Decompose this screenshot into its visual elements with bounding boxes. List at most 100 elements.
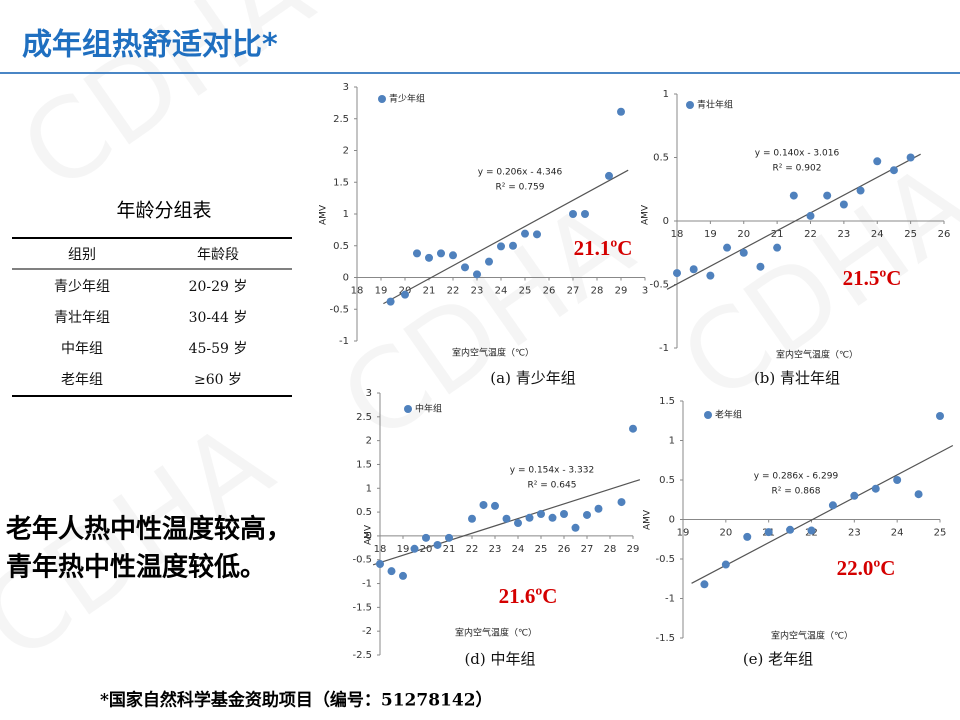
x-tick-label: 19 (704, 229, 717, 240)
trend-equation: y = 0.286x - 6.299 (754, 472, 839, 482)
y-tick-label: -2.5 (352, 650, 372, 661)
trendline (691, 444, 954, 584)
data-point (673, 269, 681, 278)
r-squared: R² = 0.902 (773, 164, 822, 174)
chart-caption: (e) 老年组 (743, 650, 813, 668)
chart-caption: (b) 青壮年组 (754, 369, 840, 387)
data-point (789, 191, 798, 200)
y-tick-label: 2.5 (333, 114, 349, 125)
y-tick-label: 1 (366, 483, 372, 494)
data-point (936, 412, 944, 421)
x-tick-label: 21 (771, 229, 784, 240)
data-point (410, 544, 419, 553)
x-tick-label: 23 (848, 528, 861, 539)
table-cell: ≥60 岁 (194, 372, 242, 388)
data-point (617, 107, 625, 116)
data-point (721, 560, 730, 569)
x-tick-label: 25 (535, 544, 548, 555)
x-tick-label: 27 (567, 286, 580, 297)
table-cell: 青少年组 (54, 279, 110, 295)
x-axis-title: 室内空气温度（℃） (455, 627, 537, 639)
y-tick-label: 1.5 (659, 396, 675, 407)
chart: -1 -0.5 0 0.5 1 18 19 20 21 22 23 24 25 26 青壮年组 y = 0.1… (641, 89, 951, 387)
data-point (387, 567, 396, 576)
chart: -1-0.500.511.522.53181920212223242526272… (319, 82, 649, 387)
y-axis-title: AMV (643, 509, 653, 530)
table-header: 年龄段 (197, 247, 239, 263)
y-tick-label: -0.5 (649, 280, 669, 291)
y-tick-label: 1.5 (356, 459, 372, 470)
chart: -2.5 -2 -1.5 -1 -0.5 0 0.5 1 1.5 2 2.5 3 18 19 20 21 22 2… (352, 388, 641, 668)
y-tick-label: -1.5 (352, 602, 372, 613)
x-tick-label: 24 (891, 528, 904, 539)
x-axis-title: 室内空气温度（℃） (771, 630, 853, 642)
data-point (756, 262, 765, 271)
data-point (723, 243, 732, 252)
table-cell: 中年组 (61, 341, 103, 357)
chart: -1.5-1-0.500.511.519202122232425老年组y = 0… (643, 396, 954, 668)
data-point (449, 251, 457, 260)
r-squared: R² = 0.868 (772, 487, 821, 497)
x-axis-title: 室内空气温度（℃） (452, 347, 534, 359)
x-tick-label: 18 (351, 286, 364, 297)
watermark: CDHA (319, 178, 654, 466)
x-tick-label: 20 (719, 528, 732, 539)
table-cell: 青壮年组 (54, 310, 110, 326)
data-point (806, 211, 815, 220)
x-tick-label: 19 (375, 286, 388, 297)
x-tick-label: 19 (397, 544, 410, 555)
data-point (548, 513, 557, 522)
legend-label: 青少年组 (389, 93, 425, 105)
x-tick-label: 25 (519, 286, 532, 297)
watermark-group: CDHA CDHA CDHA CDHA (0, 0, 960, 686)
x-tick-label: 20 (420, 544, 433, 555)
x-tick-label: 29 (627, 544, 640, 555)
y-tick-label: -1 (339, 336, 349, 347)
data-point (873, 157, 882, 166)
y-tick-label: 0 (663, 216, 669, 227)
x-tick-label: 29 (615, 286, 628, 297)
r-squared: R² = 0.645 (528, 481, 577, 491)
data-point (376, 560, 384, 569)
data-point (571, 523, 580, 532)
data-point (479, 500, 488, 509)
data-point (581, 210, 589, 218)
data-point (856, 186, 865, 195)
data-point (700, 580, 709, 589)
data-point (871, 484, 880, 493)
data-point (525, 513, 534, 522)
conclusion-line: 老年人热中性温度较高， (6, 514, 292, 545)
table-cell: 45-59 岁 (189, 341, 248, 357)
y-tick-label: 0 (669, 515, 675, 526)
data-point (521, 229, 529, 238)
data-point (537, 509, 545, 518)
x-tick-label: 3 (642, 286, 648, 297)
data-point (773, 243, 782, 252)
table-cell: 30-44 岁 (189, 310, 248, 326)
y-tick-label: 3 (366, 388, 372, 399)
y-tick-label: -2 (362, 626, 372, 637)
slide-title: 成年组热舒适对比* (22, 28, 278, 63)
y-tick-label: -1 (665, 594, 675, 605)
x-tick-label: 18 (671, 229, 684, 240)
table-cell: 20-29 岁 (189, 279, 248, 295)
legend-marker (378, 95, 386, 103)
y-tick-label: 1 (669, 436, 675, 447)
y-axis-title: AMV (319, 204, 329, 225)
data-point (743, 532, 752, 541)
x-tick-label: 28 (591, 286, 604, 297)
data-point (889, 166, 898, 175)
y-tick-label: -0.5 (655, 554, 675, 565)
y-axis-title: AMV (641, 204, 651, 225)
x-tick-label: 27 (581, 544, 594, 555)
x-tick-label: 23 (838, 229, 851, 240)
y-tick-label: 1 (663, 89, 669, 100)
x-tick-label: 22 (447, 286, 460, 297)
x-tick-label: 22 (466, 544, 479, 555)
x-tick-label: 19 (677, 528, 690, 539)
y-tick-label: 0 (343, 273, 349, 284)
data-point (560, 509, 568, 518)
y-tick-label: 2 (343, 146, 349, 157)
data-point (807, 526, 816, 535)
data-point (583, 510, 591, 519)
